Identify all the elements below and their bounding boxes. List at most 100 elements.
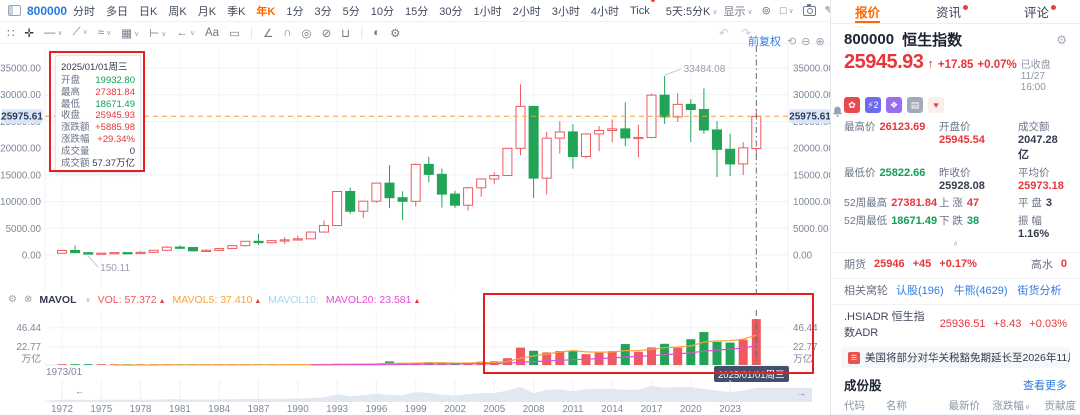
indicator-target-icon[interactable]: ⊚ xyxy=(761,5,771,17)
arrow-tool-icon[interactable]: ← ∨ xyxy=(176,26,195,39)
indicator-name[interactable]: MAVOL xyxy=(39,293,77,306)
candle-1981 xyxy=(174,245,185,250)
window-layout-icon[interactable] xyxy=(8,5,21,16)
collapse-chevron-icon[interactable]: ∧ xyxy=(952,239,959,248)
trendline-tool-icon[interactable]: ⟋ ∨ xyxy=(72,26,88,38)
news-text[interactable]: 美国将部分对华关税豁免期延长至2026年11月10日 xyxy=(865,352,1070,364)
candle-2023 xyxy=(725,133,736,176)
reset-zoom-icon[interactable]: ⟲ xyxy=(787,35,797,48)
timeframe-月K[interactable]: 月K xyxy=(197,5,217,18)
line-tool-icon[interactable]: — ∨ xyxy=(43,26,63,39)
angle-tool-icon[interactable]: ∠ xyxy=(262,27,274,40)
adr-pct: +0.03% xyxy=(1029,318,1067,330)
news-ticker[interactable]: ☰ 美国将部分对华关税豁免期延长至2026年11月10日 × xyxy=(841,347,1070,368)
compare-mode-icon[interactable]: ◐ xyxy=(373,26,381,39)
candle-1975 xyxy=(96,252,107,255)
col-header-涨跌幅[interactable]: 涨跌幅∨ xyxy=(992,400,1030,412)
timeframe-3小时[interactable]: 3小时 xyxy=(551,5,580,18)
tab-报价[interactable]: 报价 xyxy=(855,0,880,23)
symbol-code[interactable]: 800000 xyxy=(27,3,68,18)
svg-text:1990: 1990 xyxy=(287,404,309,415)
magnet-tool-icon[interactable]: ∩ xyxy=(283,26,292,39)
timeframe-Tick[interactable]: Tick xyxy=(630,0,655,17)
last-price: 25945.93 xyxy=(844,51,924,73)
warrant-link[interactable]: 认股(196) xyxy=(896,285,944,297)
draw-settings-icon[interactable]: ⚙ xyxy=(390,27,401,40)
timeframe-5天:5分K[interactable]: 5天:5分K ∨ xyxy=(665,5,718,18)
flash-level-badge-icon[interactable]: ⚡2 xyxy=(865,97,881,113)
indicator-close-icon[interactable]: ⊗ xyxy=(23,294,33,305)
indicator-settings-icon[interactable]: ⚙ xyxy=(8,294,17,305)
heart-badge-icon[interactable]: ♥ xyxy=(928,97,944,113)
redo-icon[interactable]: ↷ xyxy=(740,25,751,40)
timeframe-30分[interactable]: 30分 xyxy=(439,5,463,18)
timeframe-日K[interactable]: 日K xyxy=(139,5,158,18)
col-header-名称: 名称 xyxy=(886,400,907,412)
display-dropdown[interactable]: 显示 ∨ xyxy=(723,5,753,18)
volume-bar xyxy=(712,341,722,365)
delete-drawings-icon[interactable]: ⊔ xyxy=(341,27,351,40)
warrant-link[interactable]: 街货分析 xyxy=(1017,285,1062,297)
timeframe-4小时[interactable]: 4小时 xyxy=(590,5,619,18)
timeframe-年K[interactable]: 年K xyxy=(256,5,276,18)
timeframe-多日[interactable]: 多日 xyxy=(106,5,129,18)
zoom-out-icon[interactable]: ⊖ xyxy=(801,35,811,48)
note-tool-icon[interactable]: ▭ xyxy=(229,27,240,40)
volume-bar xyxy=(738,339,748,365)
svg-text:15000.00: 15000.00 xyxy=(793,170,830,181)
pattern-tool-icon[interactable]: ▦ ∨ xyxy=(121,27,140,40)
svg-text:10000.00: 10000.00 xyxy=(0,197,41,208)
measure-tool-icon[interactable]: ⊢ ∨ xyxy=(149,27,167,40)
date-axis: 1973/01 2025/01/01周三 xyxy=(0,366,830,382)
wave-tool-icon[interactable]: ≈ ∨ xyxy=(97,26,112,39)
svg-text:150.11: 150.11 xyxy=(100,263,130,274)
drag-handle-icon[interactable]: ∷ xyxy=(7,27,15,40)
svg-text:25975.61: 25975.61 xyxy=(1,112,43,123)
candle-1995 xyxy=(358,200,369,218)
candle-1979 xyxy=(148,249,159,253)
text-tool-icon[interactable]: Aa xyxy=(205,26,220,39)
notes-badge-icon[interactable]: ▤ xyxy=(907,97,923,113)
crosshair-tool-icon[interactable]: ✛ xyxy=(24,27,34,40)
timeframe-15分[interactable]: 15分 xyxy=(405,5,429,18)
warrant-link[interactable]: 牛熊(4629) xyxy=(953,285,1008,297)
camera-icon[interactable] xyxy=(802,3,816,16)
notification-dot xyxy=(963,5,968,10)
continuous-draw-icon[interactable]: ◎ xyxy=(301,27,312,40)
timeframe-季K[interactable]: 季K xyxy=(227,5,246,18)
chevron-down-icon: ∨ xyxy=(57,29,63,37)
stat-开盘价: 开盘价25945.54 xyxy=(939,121,985,146)
undo-icon[interactable]: ↶ xyxy=(718,25,729,40)
timeframe-3分[interactable]: 3分 xyxy=(314,5,332,18)
tab-资讯[interactable]: 资讯 xyxy=(936,0,968,23)
candle-2014 xyxy=(607,119,618,143)
timeframe-5分[interactable]: 5分 xyxy=(342,5,360,18)
flower-badge-icon[interactable]: ✿ xyxy=(844,97,860,113)
timeframe-1小时[interactable]: 1小时 xyxy=(473,5,502,18)
timeframe-10分[interactable]: 10分 xyxy=(370,5,394,18)
tag-badge-icon[interactable]: ❖ xyxy=(886,97,902,113)
timeframe-分时[interactable]: 分时 xyxy=(73,5,96,18)
timeframe-1分[interactable]: 1分 xyxy=(286,5,304,18)
svg-text:46.44: 46.44 xyxy=(16,323,41,334)
tab-评论[interactable]: 评论 xyxy=(1024,0,1056,23)
svg-text:1981: 1981 xyxy=(169,404,191,415)
layout-dropdown-icon[interactable]: □ ∨ xyxy=(779,4,794,17)
adjust-mode-label[interactable]: 前复权 xyxy=(748,36,781,48)
candle-1985 xyxy=(227,245,238,250)
svg-text:1999: 1999 xyxy=(405,404,427,415)
view-more-link[interactable]: 查看更多 xyxy=(1023,379,1067,392)
divider: | xyxy=(360,26,364,39)
zoom-in-icon[interactable]: ⊕ xyxy=(815,35,825,48)
svg-text:1996: 1996 xyxy=(366,404,388,415)
warrant-links: 认股(196) 牛熊(4629) 街货分析 xyxy=(896,282,1061,298)
draw-pen-icon[interactable]: ✎ xyxy=(825,4,834,17)
candle-2021 xyxy=(698,88,709,134)
timeframe-周K[interactable]: 周K xyxy=(168,5,187,18)
chart-navigator[interactable]: ← → xyxy=(0,380,830,402)
hide-drawings-icon[interactable]: ⊘ xyxy=(321,27,332,40)
timeframe-2小时[interactable]: 2小时 xyxy=(512,5,541,18)
gear-icon[interactable]: ⚙ xyxy=(1056,32,1067,47)
volume-bar xyxy=(620,344,630,365)
